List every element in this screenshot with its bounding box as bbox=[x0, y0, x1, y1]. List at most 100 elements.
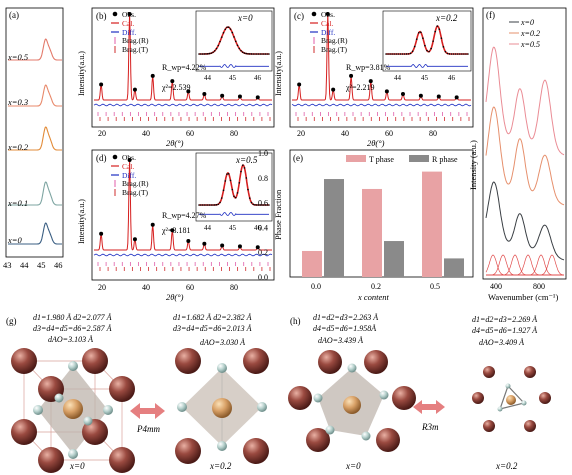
legend-marker-obs bbox=[112, 11, 118, 17]
panel-f-ylabel: Intensity (a.u.) bbox=[468, 140, 478, 190]
oxygen-atom bbox=[177, 402, 187, 412]
a-site-atom bbox=[524, 366, 536, 378]
panel-g-right-l1: d1=1.682 Å d2=2.382 Å bbox=[173, 313, 252, 322]
double-arrow-icon bbox=[130, 403, 165, 419]
oxygen-atom bbox=[497, 406, 503, 412]
panel-e-bars bbox=[302, 171, 464, 277]
inset-obs bbox=[231, 188, 234, 191]
a-site-atom bbox=[11, 419, 37, 445]
panel-b-inset bbox=[195, 10, 273, 72]
panel-f-curves bbox=[485, 46, 565, 276]
panel-e-xlabel: x content bbox=[357, 292, 390, 302]
panel-f-label: (f) bbox=[486, 10, 495, 20]
panel-f-xtick: 800 bbox=[533, 282, 545, 291]
inset-obs bbox=[245, 177, 248, 179]
panel-g-left-l3: dAO=3.103 Å bbox=[48, 335, 93, 344]
panel-h-left-l1: d1=d2=d3=2.263 Å bbox=[313, 313, 378, 322]
panel-d-label: (d) bbox=[96, 153, 107, 163]
a-site-atom bbox=[392, 386, 416, 410]
series-label-x03: x=0.3 bbox=[7, 97, 28, 107]
a-site-atom bbox=[376, 428, 400, 452]
inset-tick: 44 bbox=[204, 74, 212, 82]
inset-tick: 45 bbox=[421, 74, 429, 82]
inset-obs bbox=[217, 203, 220, 206]
inset-obs bbox=[252, 53, 255, 55]
panel-d-xtick: 60 bbox=[186, 283, 194, 292]
a-site-atom bbox=[82, 348, 108, 374]
obs-point bbox=[237, 94, 242, 99]
inset-obs bbox=[405, 53, 408, 55]
panel-b-xtick: 20 bbox=[98, 129, 106, 138]
a-site-atom bbox=[539, 392, 551, 404]
obs-point bbox=[150, 222, 155, 227]
a-site-atom bbox=[11, 348, 37, 374]
legend-bragR: Brag.(R) bbox=[122, 36, 149, 45]
xrd-curve bbox=[8, 181, 62, 206]
obs-point bbox=[132, 237, 137, 242]
panel-e-ytick: 1.0 bbox=[258, 149, 268, 158]
inset-obs bbox=[426, 49, 428, 52]
panel-c-chi: χ²=2.219 bbox=[345, 83, 374, 92]
raman-curve bbox=[485, 106, 565, 206]
inset-obs bbox=[407, 53, 410, 55]
oxygen-atom bbox=[347, 363, 357, 373]
inset-obs bbox=[219, 40, 221, 43]
inset-obs bbox=[213, 204, 216, 206]
a-site-atom bbox=[243, 348, 269, 374]
inset-obs bbox=[411, 50, 414, 53]
fit-component bbox=[486, 254, 564, 276]
inset-obs bbox=[261, 204, 263, 206]
legend-cal: Cal. bbox=[122, 162, 134, 171]
obs-point bbox=[237, 244, 242, 249]
inset-obs bbox=[233, 195, 235, 198]
inset-tick: 45 bbox=[229, 74, 237, 82]
panel-a-xtick: 46 bbox=[54, 260, 63, 270]
inset-obs bbox=[238, 47, 241, 50]
legend-bragT: Brag.(T) bbox=[122, 45, 149, 54]
panel-d-xtick: 20 bbox=[98, 283, 106, 292]
panel-h-label: (h) bbox=[290, 316, 301, 326]
panel-c-inset-curves bbox=[385, 25, 469, 68]
inset-obs bbox=[206, 53, 209, 55]
panel-e-ytick: 0.4 bbox=[258, 223, 268, 232]
oxygen-atom bbox=[68, 361, 78, 371]
a-site-atom bbox=[38, 447, 64, 473]
obs-point bbox=[127, 158, 132, 162]
inset-obs bbox=[208, 52, 211, 55]
inset-obs bbox=[448, 53, 451, 55]
obs-point bbox=[297, 82, 302, 87]
inset-obs bbox=[238, 182, 241, 184]
inset-obs bbox=[215, 47, 218, 50]
inset-obs bbox=[262, 204, 265, 206]
inset-obs bbox=[385, 53, 387, 55]
panel-e-label: (e) bbox=[293, 153, 303, 163]
inset-obs bbox=[399, 53, 402, 55]
inset-obs bbox=[198, 204, 200, 206]
inset-obs bbox=[415, 38, 418, 40]
panel-g-left-l2: d3=d4=d5=d6=2.587 Å bbox=[33, 324, 112, 333]
oxygen-atom bbox=[361, 431, 371, 441]
inset-obs bbox=[212, 204, 214, 206]
legend-bragR: Brag.(R) bbox=[122, 179, 149, 188]
oxygen-atom bbox=[103, 405, 113, 415]
inset-obs bbox=[198, 53, 200, 55]
inset-obs bbox=[248, 197, 251, 199]
raman-curve bbox=[485, 46, 565, 156]
inset-obs bbox=[243, 52, 246, 54]
panel-e-ytick: 0.8 bbox=[258, 174, 268, 183]
panel-b-label: (b) bbox=[96, 11, 107, 21]
double-arrow-icon bbox=[413, 400, 445, 414]
inset-obs bbox=[240, 170, 242, 173]
raman-curve bbox=[485, 181, 565, 261]
inset-obs bbox=[261, 53, 263, 55]
a-site-atom bbox=[109, 447, 135, 473]
a-site-atom bbox=[472, 392, 484, 404]
inset-obs bbox=[403, 53, 406, 55]
inset-obs bbox=[465, 53, 467, 55]
oxygen-atom bbox=[83, 416, 93, 426]
inset-obs bbox=[229, 28, 232, 30]
inset-obs bbox=[387, 53, 389, 55]
inset-obs bbox=[268, 53, 270, 55]
panel-h: (h) d1=d2=d3=2.263 Å d4=d5=d6=1.958Å dAO… bbox=[288, 313, 551, 471]
inset-obs bbox=[215, 204, 218, 206]
